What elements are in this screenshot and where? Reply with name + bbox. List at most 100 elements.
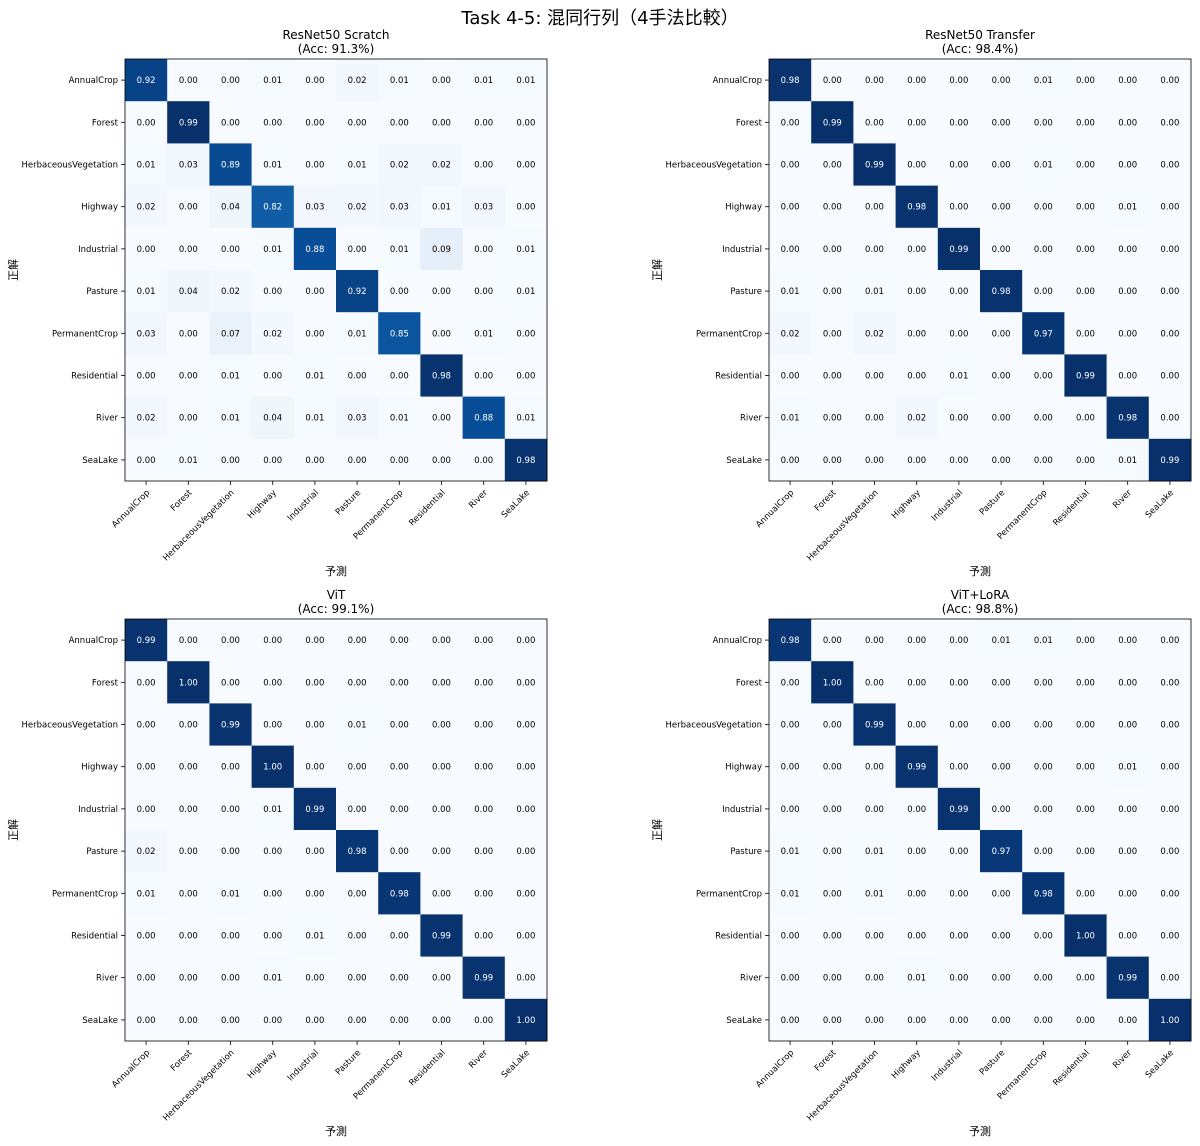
heatmap-cell (209, 438, 253, 482)
x-tick-label: HerbaceousVegetation (805, 1048, 880, 1123)
heatmap-cell (1022, 787, 1065, 831)
cell-value-label: 0.01 (1034, 76, 1053, 86)
cell-value-label: 0.00 (1118, 245, 1137, 255)
cell-value-label: 0.00 (992, 372, 1011, 382)
cell-value-label: 0.00 (949, 636, 968, 646)
cell-value-label: 0.99 (865, 161, 884, 171)
cell-value-label: 0.00 (348, 118, 367, 128)
cell-value-label: 0.00 (263, 932, 282, 942)
heatmap-cell (167, 270, 210, 313)
heatmap-cell (293, 661, 337, 704)
cell-value-label: 0.00 (179, 974, 198, 984)
cell-value-label: 0.00 (1034, 245, 1053, 255)
heatmap-cell (769, 745, 812, 789)
heatmap-cell (167, 438, 210, 482)
y-tick-label: River (96, 974, 119, 984)
cell-value-label: 0.00 (348, 245, 367, 255)
heatmap-cell (209, 745, 253, 789)
cell-value-label: 0.00 (516, 161, 535, 171)
heatmap-cell (420, 872, 464, 915)
heatmap-cell (378, 227, 421, 271)
cell-value-label: 0.00 (1118, 76, 1137, 86)
heatmap-cell (1022, 872, 1065, 915)
cell-value-label: 0.01 (263, 805, 282, 815)
heatmap-cell (1106, 661, 1150, 704)
cell-value-label: 0.00 (1034, 763, 1053, 773)
cell-value-label: 0.01 (348, 721, 367, 731)
cell-value-label: 0.00 (390, 372, 409, 382)
heatmap-cell (462, 956, 506, 1000)
cell-value-label: 0.00 (516, 636, 535, 646)
cell-value-label: 0.00 (1034, 678, 1053, 688)
x-axis-label: 予測 (969, 564, 991, 578)
cell-value-label: 0.00 (865, 932, 884, 942)
heatmap-cell (811, 787, 854, 831)
heatmap-cell (1064, 914, 1108, 958)
cell-value-label: 0.00 (474, 118, 493, 128)
heatmap-cell (293, 143, 337, 187)
heatmap-cell (895, 143, 939, 187)
cell-value-label: 0.00 (179, 721, 198, 731)
heatmap-cell (504, 619, 548, 662)
heatmap-cell (1106, 59, 1150, 102)
y-tick-label: Industrial (722, 245, 762, 255)
cell-value-label: 0.99 (1076, 372, 1095, 382)
heatmap-cell (462, 830, 506, 873)
x-tick-label: River (1111, 1048, 1134, 1071)
cell-value-label: 0.01 (516, 287, 535, 297)
cell-value-label: 0.00 (865, 805, 884, 815)
cell-value-label: 0.02 (781, 329, 800, 339)
cell-value-label: 0.00 (907, 329, 926, 339)
cell-value-label: 0.01 (390, 414, 409, 424)
cell-value-label: 0.00 (432, 847, 451, 857)
cell-value-label: 0.00 (474, 889, 493, 899)
cell-value-label: 0.00 (221, 1016, 240, 1026)
heatmap-cell (769, 185, 812, 229)
heatmap-cell (980, 956, 1023, 1000)
y-tick-label: SeaLake (726, 1016, 762, 1026)
x-tick-label: AnnualCrop (754, 1048, 796, 1090)
cell-value-label: 0.00 (907, 805, 926, 815)
heatmap-cell (769, 914, 812, 958)
heatmap-cell (336, 830, 379, 873)
heatmap-cell (125, 312, 168, 355)
heatmap-cell (167, 101, 210, 144)
cell-value-label: 0.01 (1034, 636, 1053, 646)
x-tick-label: Pasture (978, 488, 1007, 517)
cell-value-label: 0.00 (390, 763, 409, 773)
heatmap-cell (1022, 227, 1065, 271)
heatmap-cell (937, 745, 981, 789)
x-axis-label: 予測 (969, 1124, 991, 1138)
cell-value-label: 0.00 (1118, 161, 1137, 171)
heatmap-cell (378, 354, 421, 398)
heatmap-cell (462, 745, 506, 789)
cell-value-label: 0.00 (1076, 203, 1095, 213)
cell-value-label: 0.00 (390, 721, 409, 731)
y-tick-label: Residential (71, 932, 118, 942)
heatmap-cell (504, 396, 548, 440)
cell-value-label: 0.00 (1160, 414, 1179, 424)
cell-value-label: 0.01 (390, 245, 409, 255)
heatmap-cell (251, 956, 295, 1000)
heatmap-cell (462, 998, 506, 1042)
heatmap-cell (937, 830, 981, 873)
heatmap-cell (504, 830, 548, 873)
cell-value-label: 0.00 (348, 763, 367, 773)
x-tick-label: Residential (1051, 488, 1091, 528)
cell-value-label: 0.00 (992, 76, 1011, 86)
heatmap-cell (293, 914, 337, 958)
cell-value-label: 0.00 (992, 889, 1011, 899)
cell-value-label: 1.00 (263, 763, 282, 773)
x-tick-label: SeaLake (1144, 1048, 1176, 1080)
heatmap-cell (125, 872, 168, 915)
heatmap-cell (853, 914, 897, 958)
heatmap-cell (1148, 227, 1192, 271)
x-tick-label: Industrial (286, 488, 321, 523)
cell-value-label: 0.00 (305, 847, 324, 857)
heatmap-cell (811, 227, 854, 271)
heatmap-cell (769, 703, 812, 747)
heatmap-cell (125, 661, 168, 704)
cell-value-label: 0.02 (137, 847, 156, 857)
cell-value-label: 0.00 (432, 414, 451, 424)
